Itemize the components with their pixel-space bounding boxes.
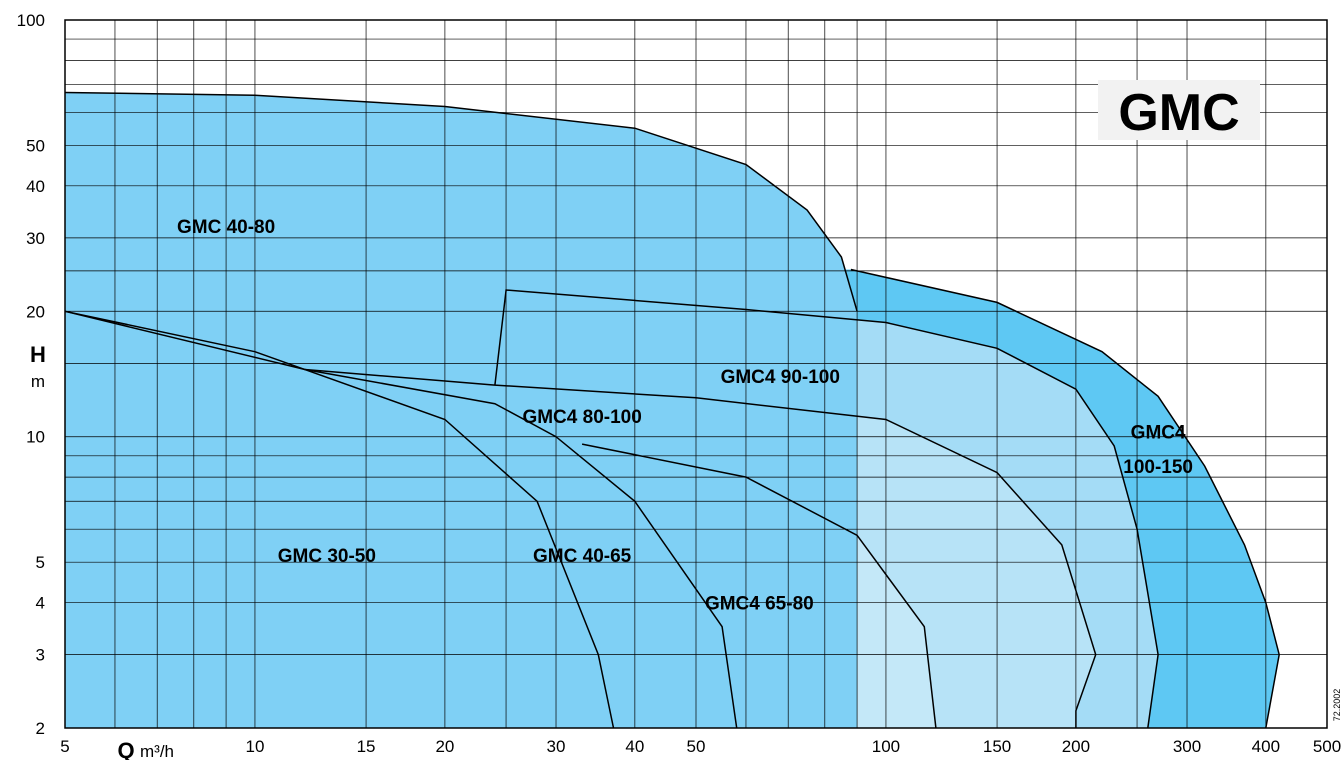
region-label: GMC 30-50: [278, 546, 376, 567]
x-axis-unit: m³/h: [140, 742, 174, 760]
region-label-group: GMC 40-65: [533, 546, 632, 567]
x-tick-label: 30: [547, 737, 566, 756]
y-axis-symbol: H: [30, 342, 46, 367]
x-tick-label: 15: [357, 737, 376, 756]
y-tick-label: 5: [36, 553, 45, 572]
y-tick-label: 20: [26, 302, 45, 321]
y-tick-label: 50: [26, 136, 45, 155]
x-tick-label: 10: [245, 737, 264, 756]
y-tick-label: 40: [26, 177, 45, 196]
curve-gmc_30_50: [64, 310, 615, 729]
curve-gmc4_65_80: [581, 443, 937, 729]
region-label: 100-150: [1123, 457, 1193, 478]
x-tick-label: 400: [1252, 737, 1280, 756]
y-tick-label: 30: [26, 229, 45, 248]
region-label: GMC 40-65: [533, 546, 632, 567]
curve-regions: [65, 92, 1280, 728]
region-label-group: GMC4 90-100: [721, 367, 840, 388]
region-label: GMC4 90-100: [721, 367, 840, 388]
region-label: GMC4: [1131, 422, 1186, 443]
y-tick-label: 100: [17, 11, 45, 30]
y-tick-label: 10: [26, 428, 45, 447]
x-tick-label: 20: [435, 737, 454, 756]
region-label-group: GMC 40-80: [177, 217, 275, 238]
drawing-code: 72.2002: [1332, 689, 1342, 722]
y-tick-label: 3: [36, 646, 45, 665]
curve-lines: [64, 91, 1280, 729]
curve-gmc4_100_150: [850, 268, 1280, 729]
x-tick-label: 300: [1173, 737, 1201, 756]
chart-title: GMC: [1118, 84, 1239, 142]
curve-gmc4_80_100: [304, 368, 1097, 728]
x-tick-label: 500: [1313, 737, 1341, 756]
region-label-group: GMC 30-50: [278, 546, 376, 567]
x-tick-label: 50: [687, 737, 706, 756]
x-tick-label: 100: [872, 737, 900, 756]
curve-gmc4_90_100: [494, 289, 1159, 729]
y-tick-label: 2: [36, 719, 45, 738]
region-label-group: 100-150: [1123, 457, 1193, 478]
title-badge-bg: [1098, 80, 1260, 140]
region-label: GMC 40-80: [177, 217, 275, 238]
plot-frame: [64, 19, 1328, 729]
x-tick-label: 200: [1062, 737, 1090, 756]
region-label-group: GMC4: [1131, 422, 1186, 443]
region-label: GMC4 65-80: [705, 594, 814, 615]
x-tick-label: 150: [983, 737, 1011, 756]
x-tick-labels: 5 10 15 20 30 40 50 100 150 200 300 400 500: [60, 737, 1341, 756]
region-label-group: GMC4 80-100: [522, 407, 641, 428]
x-tick-label: 5: [60, 737, 69, 756]
region-gmc_40_80: [65, 92, 858, 728]
y-tick-label: 4: [36, 594, 45, 613]
x-axis-symbol: Q: [117, 738, 134, 760]
region-labels: GMC 40-80 GMC4 90-100 GMC4 80-100 GMC4 100-1…: [177, 217, 1193, 615]
y-axis-unit: m: [31, 372, 45, 391]
region-label: GMC4 80-100: [522, 407, 641, 428]
region-label-group: GMC4 65-80: [705, 594, 814, 615]
grid: [64, 19, 1328, 729]
curve-gmc_40_80: [64, 91, 858, 312]
y-tick-labels: 2 3 4 5 10 20 30 40 50 100: [17, 11, 45, 738]
x-tick-label: 40: [625, 737, 644, 756]
